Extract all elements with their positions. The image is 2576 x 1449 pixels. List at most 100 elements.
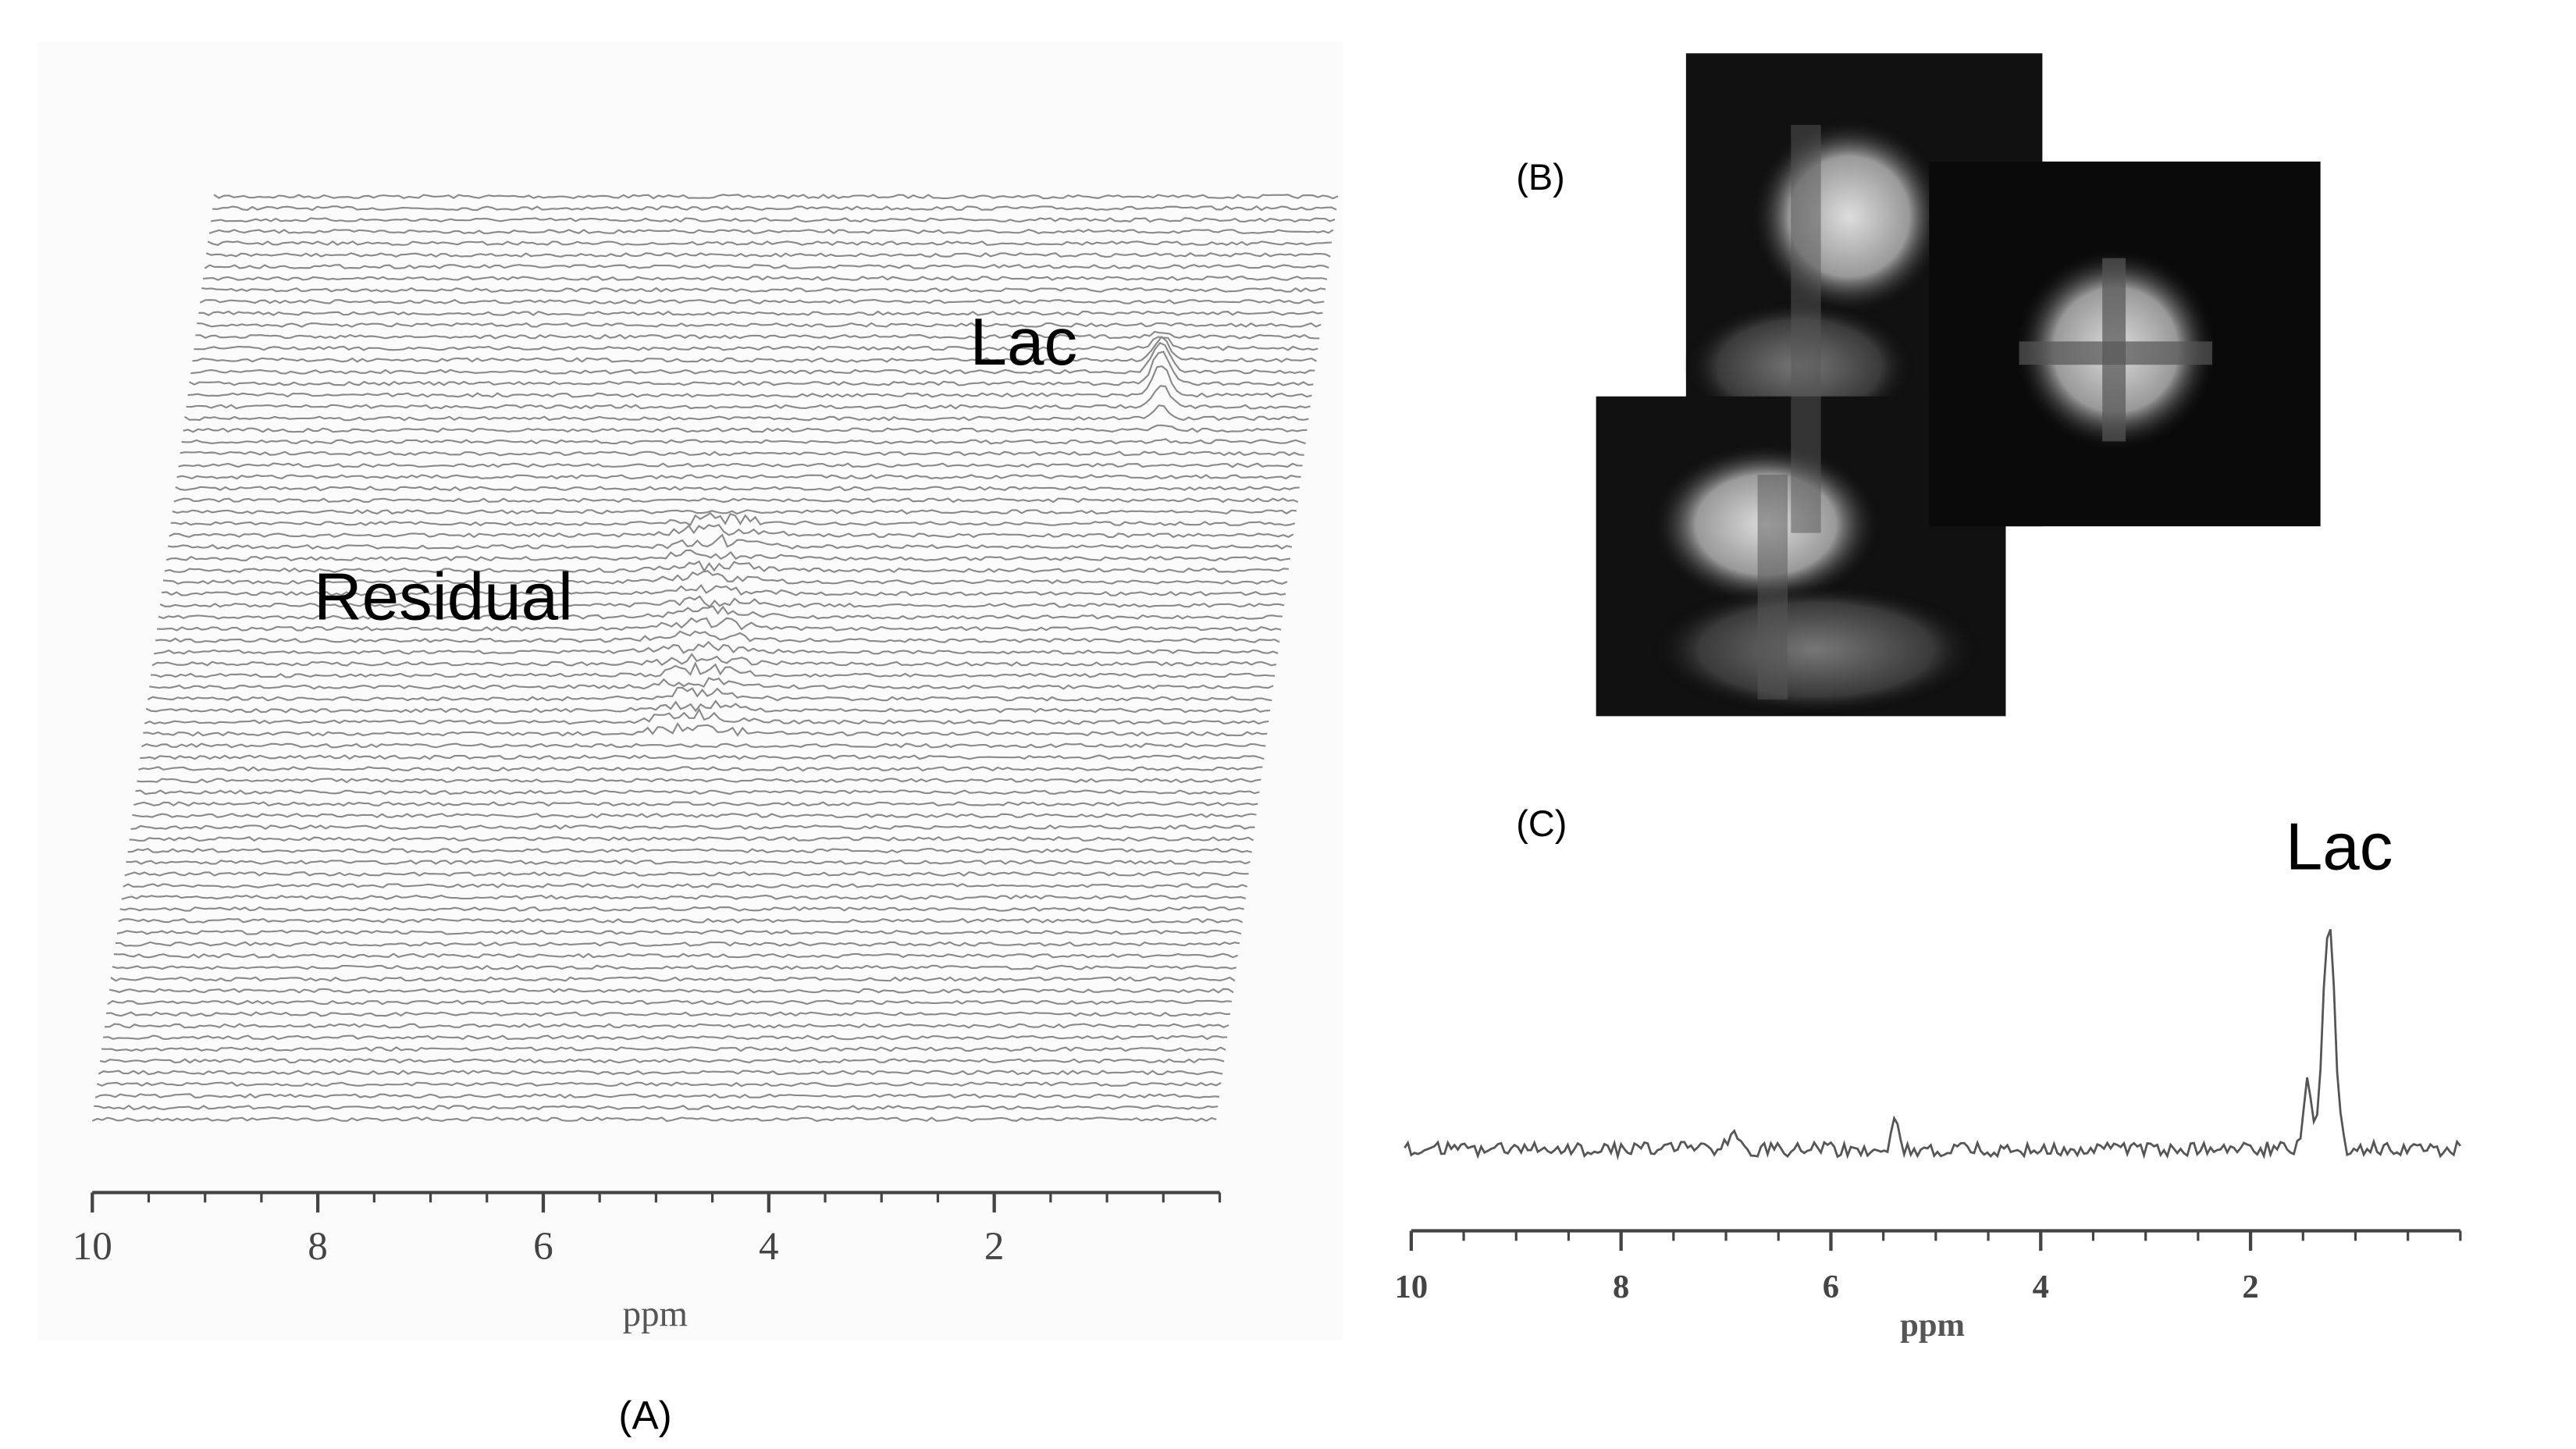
spectrum-trace: [199, 298, 1325, 304]
x-tick-label: 10: [73, 1224, 112, 1269]
spectrum-trace: [129, 835, 1254, 842]
spectrum-trace: [101, 1046, 1226, 1052]
spectrum-trace: [208, 229, 1334, 235]
saturation-band: [1791, 125, 1821, 533]
spectrum-trace: [207, 240, 1332, 247]
saturation-band: [1757, 475, 1788, 700]
spectrum-trace: [159, 595, 1285, 608]
mri-images: [1596, 53, 2321, 717]
panel-label: (B): [1516, 157, 1565, 198]
annotation: Residual: [314, 561, 573, 635]
spectrum-trace: [170, 511, 1296, 527]
spectrum-trace: [119, 906, 1244, 912]
spectrum-trace: [169, 523, 1294, 539]
spectrum-trace: [158, 605, 1283, 620]
spectrum-trace: [135, 789, 1260, 796]
spectrum-trace: [137, 778, 1261, 784]
panel-label: (C): [1516, 803, 1567, 844]
spectrum-trace: [91, 1116, 1217, 1123]
x-axis-a: 10 8 6 4 2: [73, 1191, 1222, 1269]
spectrum-trace: [147, 686, 1272, 702]
mri-anatomy: [1649, 582, 1983, 717]
saturation-band: [2019, 341, 2212, 365]
spectrum-trace: [121, 894, 1247, 900]
spectrum-trace: [133, 801, 1258, 807]
spectrum-trace: [195, 330, 1320, 340]
spectrum-trace: [126, 859, 1251, 865]
spectrum-trace: [155, 630, 1280, 643]
spectrum-trace: [123, 882, 1248, 888]
spectrum-trace: [110, 976, 1236, 982]
x-axis-label: ppm: [623, 1294, 688, 1334]
spectrum-trace: [172, 509, 1297, 515]
spectrum-trace: [197, 322, 1322, 328]
spectrum-trace: [167, 533, 1293, 550]
annotation: Lac: [2286, 810, 2393, 885]
mri-anatomy: [1749, 116, 1949, 317]
x-tick-label: 10: [1395, 1269, 1429, 1305]
spectrum-trace: [94, 1105, 1219, 1111]
spectrum-trace: [149, 677, 1274, 690]
x-tick-label: 8: [308, 1224, 328, 1269]
spectrum-trace: [183, 404, 1309, 422]
spectrum-trace: [105, 1011, 1231, 1017]
spectrum-trace: [113, 952, 1239, 959]
spectrum-trace: [144, 707, 1269, 725]
spectrum-trace: [157, 617, 1282, 632]
spectrum-trace: [180, 450, 1304, 457]
x-tick-label: 2: [2242, 1269, 2258, 1305]
spectrum-trace: [109, 988, 1234, 994]
x-tick-label: 4: [2033, 1269, 2049, 1305]
spectrum-trace: [105, 1023, 1229, 1029]
spectrum-trace: [190, 341, 1315, 375]
spectrum-trace: [211, 217, 1336, 223]
spectrum-trace: [212, 205, 1337, 212]
spectrum-trace: [181, 438, 1306, 445]
spectrum-trace: [154, 640, 1279, 655]
spectrum-trace: [96, 1081, 1222, 1088]
spectrum-trace: [198, 310, 1323, 316]
spectrum-trace: [107, 999, 1232, 1006]
spectrum-trace: [162, 570, 1288, 585]
spectrum-trace: [127, 847, 1252, 854]
spectrum-trace: [151, 661, 1276, 678]
spectrum-trace: [143, 721, 1268, 737]
spectrum-trace: [213, 194, 1339, 200]
spectrum-trace: [132, 813, 1257, 819]
panel-a-background: [37, 41, 1343, 1341]
spectrum-trace: [124, 870, 1249, 877]
spectrum-trace: [183, 424, 1308, 433]
spectrum-trace: [187, 365, 1312, 398]
stacked-spectra: [91, 194, 1339, 1123]
spectrum-trace: [175, 486, 1300, 492]
x-tick-label: 4: [759, 1224, 779, 1269]
spectrum-trace: [141, 742, 1266, 749]
spectrum-trace: [201, 287, 1326, 293]
spectrum-trace: [173, 497, 1299, 504]
spectrum-trace: [98, 1070, 1223, 1076]
panel-label: (A): [618, 1393, 671, 1437]
spectrum-trace: [138, 766, 1263, 772]
spectrum: [1404, 928, 2461, 1161]
x-tick-label: 6: [1823, 1269, 1839, 1305]
x-tick-label: 2: [984, 1224, 1005, 1269]
x-tick-label: 8: [1613, 1269, 1629, 1305]
spectrum-trace: [165, 549, 1291, 562]
spectrum-trace: [99, 1058, 1225, 1064]
spectrum-trace: [103, 1034, 1228, 1041]
spectrum-trace: [112, 964, 1237, 970]
spectrum-trace: [118, 917, 1244, 924]
spectrum-trace: [203, 275, 1328, 281]
spectrum-trace: [205, 251, 1331, 258]
spectrum-trace: [204, 264, 1329, 269]
spectrum-trace: [186, 385, 1311, 410]
annotation: Lac: [970, 305, 1078, 379]
spectrum-trace: [161, 583, 1286, 596]
x-axis-label: ppm: [1900, 1307, 1965, 1344]
x-axis-c: 10 8 6 4 2: [1395, 1229, 2462, 1305]
spectrum-trace: [178, 462, 1303, 468]
x-tick-label: 6: [533, 1224, 553, 1269]
spectrum-trace: [145, 700, 1271, 714]
